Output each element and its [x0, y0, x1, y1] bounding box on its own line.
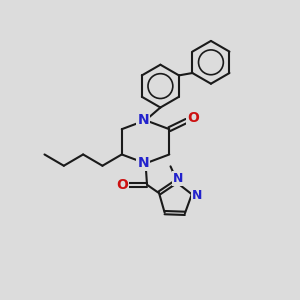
- Text: N: N: [173, 172, 183, 185]
- Text: O: O: [187, 112, 199, 125]
- Text: N: N: [137, 156, 149, 170]
- Text: O: O: [116, 178, 128, 192]
- Text: N: N: [192, 189, 202, 202]
- Text: N: N: [137, 113, 149, 127]
